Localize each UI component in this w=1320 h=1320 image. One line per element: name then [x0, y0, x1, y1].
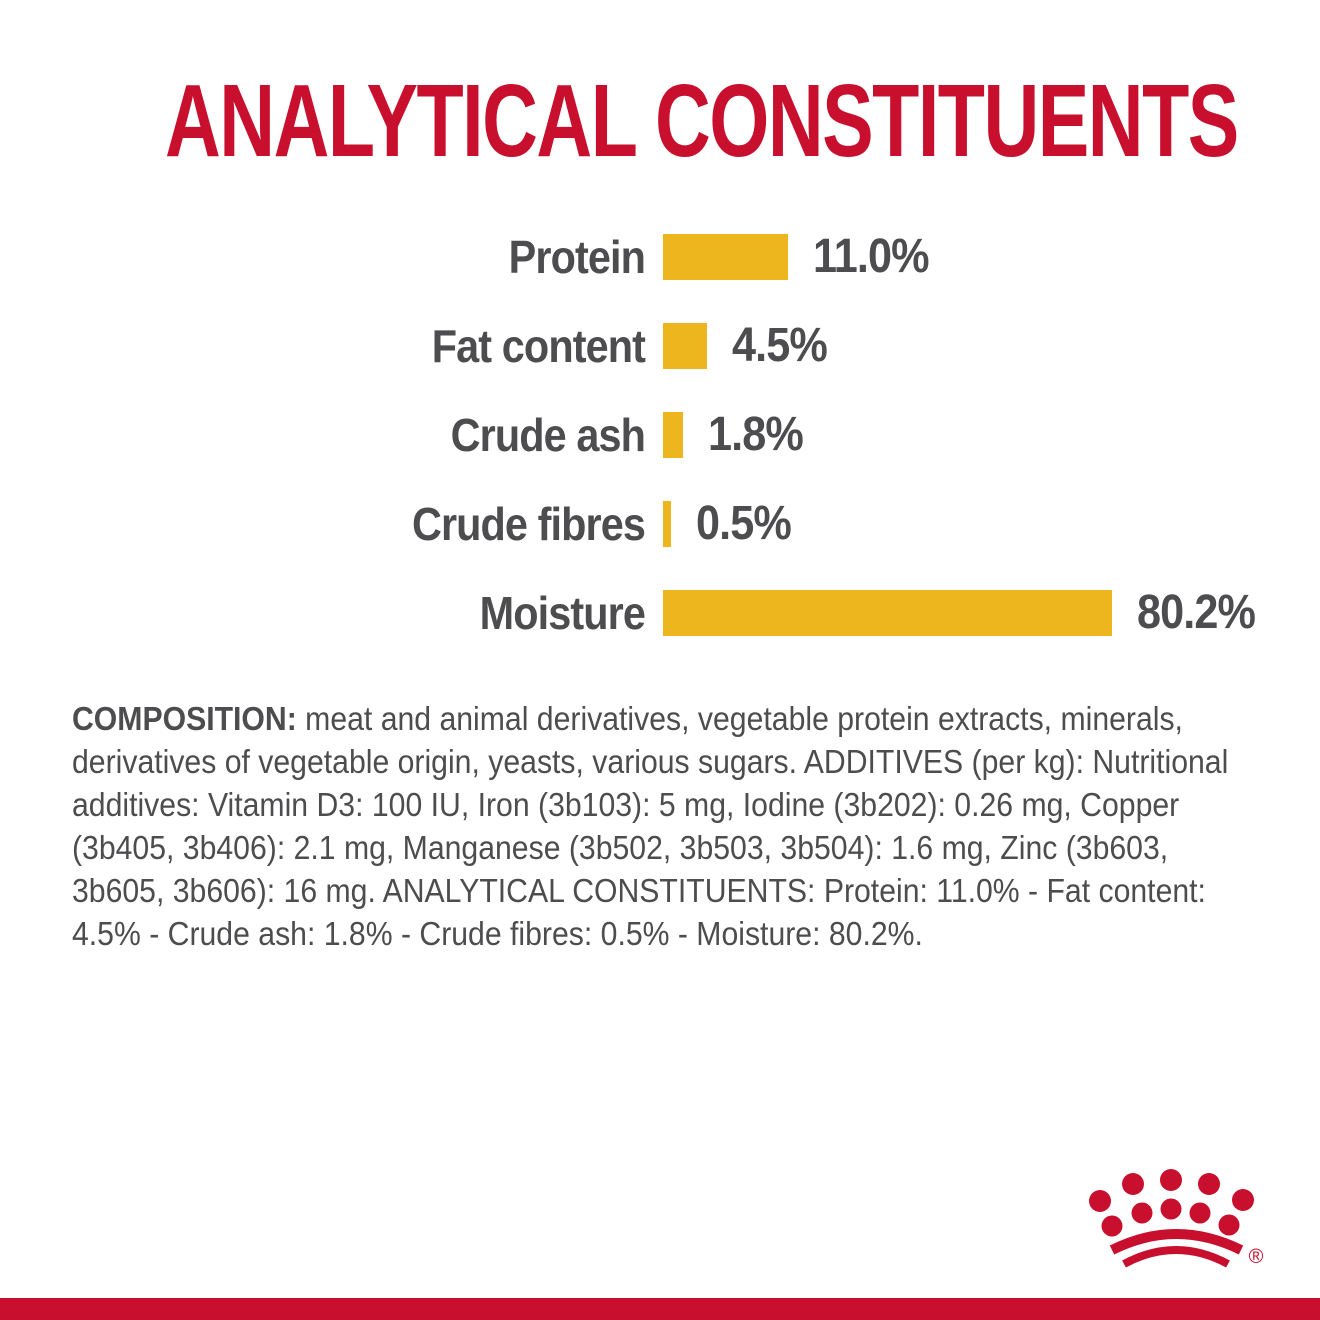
composition-lead: COMPOSITION:	[72, 700, 297, 737]
value-label: 80.2%	[1137, 586, 1256, 639]
chart-row: Crude ash 1.8%	[0, 390, 1320, 479]
registered-trademark-icon: ®	[1249, 1246, 1264, 1268]
value-bar	[663, 589, 1112, 636]
chart-row: Moisture 80.2%	[0, 568, 1320, 657]
value-bar	[663, 500, 671, 547]
page-title: ANALYTICAL CONSTITUENTS	[165, 63, 1239, 178]
value-label: 0.5%	[696, 497, 792, 550]
analytical-constituents-chart: Protein 11.0% Fat content 4.5% Crude ash 1.8%…	[0, 212, 1320, 657]
value-label: 11.0%	[813, 230, 930, 283]
value-bar	[663, 322, 707, 369]
bottom-red-band	[0, 1298, 1320, 1320]
category-label: Crude ash	[450, 408, 646, 461]
value-label: 4.5%	[732, 319, 828, 372]
category-label: Protein	[508, 230, 646, 283]
chart-row: Fat content 4.5%	[0, 301, 1320, 390]
category-label: Moisture	[479, 586, 646, 639]
value-bar	[663, 411, 683, 458]
composition-body: meat and animal derivatives, vegetable p…	[72, 700, 1229, 952]
value-bar	[663, 233, 788, 280]
chart-row: Protein 11.0%	[0, 212, 1320, 301]
composition-text: COMPOSITION: meat and animal derivatives…	[72, 697, 1262, 955]
value-label: 1.8%	[708, 408, 804, 461]
category-label: Crude fibres	[411, 497, 646, 550]
crown-icon: ®	[1089, 1169, 1264, 1268]
chart-row: Crude fibres 0.5%	[0, 479, 1320, 568]
royal-canin-crown-logo: ®	[1080, 1150, 1280, 1285]
category-label: Fat content	[431, 319, 646, 372]
